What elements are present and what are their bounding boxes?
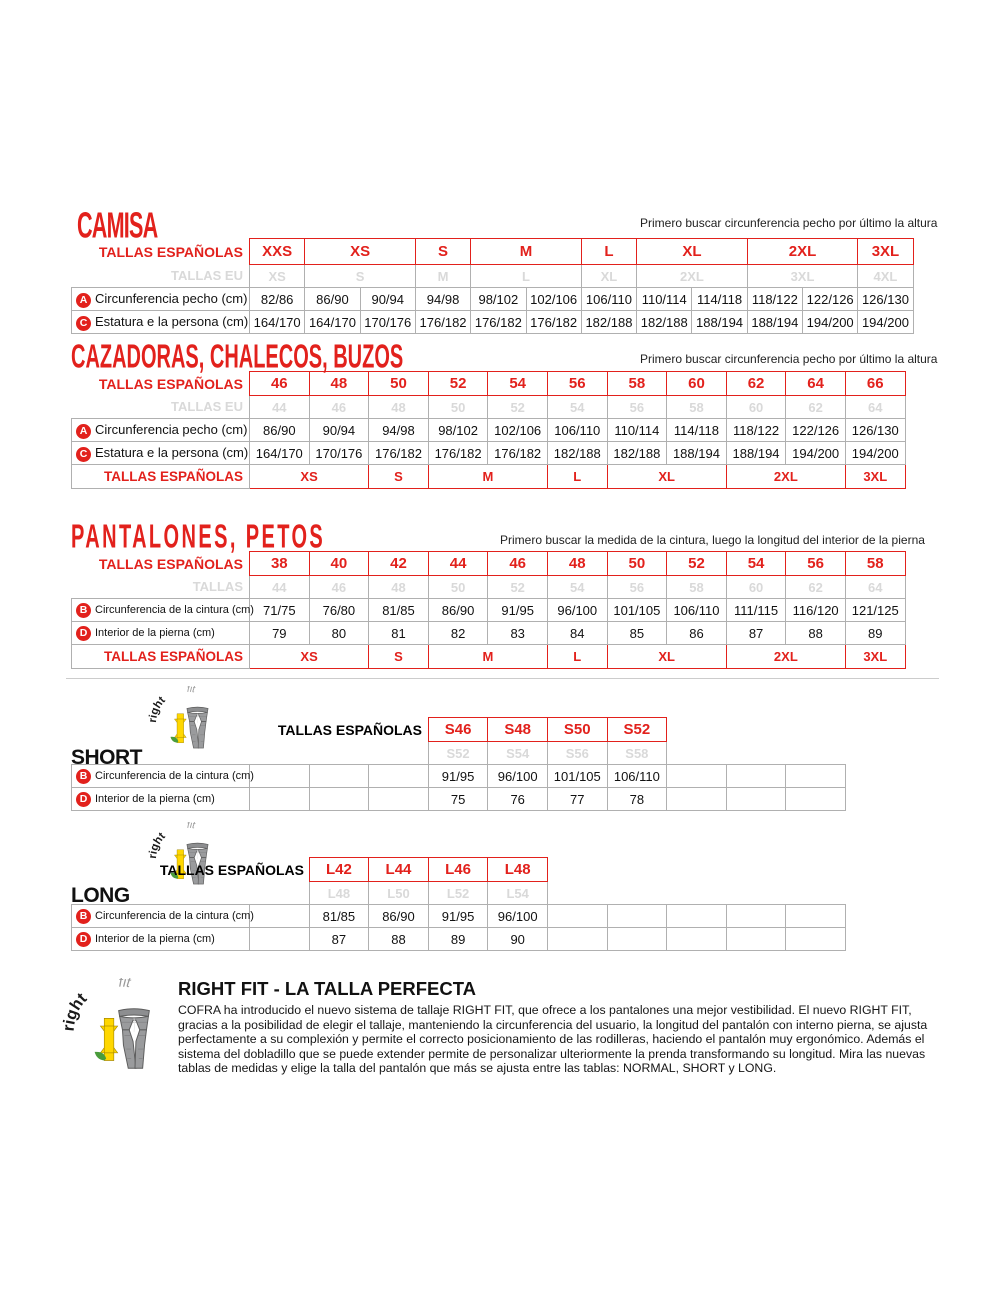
svg-text:right: right xyxy=(62,989,91,1032)
svg-text:fit: fit xyxy=(187,686,197,695)
svg-text:right: right xyxy=(148,830,168,859)
svg-text:fit: fit xyxy=(187,822,197,831)
svg-text:fit: fit xyxy=(119,978,133,991)
